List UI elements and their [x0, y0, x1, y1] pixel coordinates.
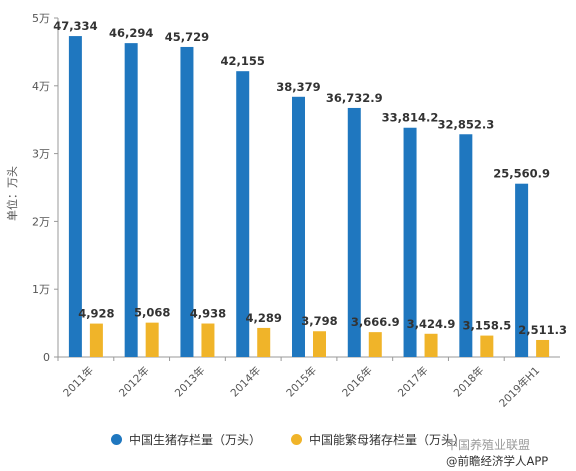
data-label-live-pigs-8: 25,560.9 — [493, 167, 550, 181]
bar-sows-5 — [368, 332, 382, 357]
data-label-sows-1: 5,068 — [134, 306, 170, 320]
data-label-live-pigs-0: 47,334 — [53, 19, 97, 33]
data-label-sows-2: 4,938 — [190, 307, 226, 321]
bar-sows-1 — [145, 322, 159, 357]
bar-live-pigs-3 — [236, 71, 250, 358]
data-label-sows-8: 2,511.3 — [518, 323, 567, 337]
data-label-live-pigs-3: 42,155 — [221, 54, 265, 68]
bar-live-pigs-0 — [68, 36, 82, 358]
x-tick-label: 2017年 — [395, 364, 431, 400]
data-label-sows-0: 4,928 — [78, 307, 114, 321]
bar-live-pigs-8 — [515, 183, 529, 357]
data-label-live-pigs-2: 45,729 — [165, 30, 209, 44]
data-label-sows-4: 3,798 — [301, 314, 337, 328]
data-label-sows-5: 3,666.9 — [351, 315, 400, 329]
watermark-line-2: @前瞻经济学人APP — [446, 454, 549, 468]
bars — [68, 36, 550, 358]
legend-label-series-2: 中国能繁母猪存栏量（万头） — [309, 432, 466, 447]
x-tick-label: 2016年 — [339, 364, 375, 400]
y-tick-label: 1万 — [32, 283, 50, 296]
legend-item-series-1: 中国生猪存栏量（万头） — [110, 430, 261, 448]
x-tick-label: 2018年 — [451, 364, 487, 400]
bar-sows-6 — [424, 333, 438, 357]
bar-sows-3 — [257, 327, 271, 357]
bar-live-pigs-4 — [292, 96, 305, 358]
bar-live-pigs-5 — [347, 107, 361, 358]
bar-live-pigs-6 — [403, 127, 417, 358]
bar-live-pigs-7 — [459, 134, 473, 357]
data-label-sows-6: 3,424.9 — [407, 317, 456, 331]
data-label-live-pigs-6: 33,814.2 — [382, 111, 439, 125]
data-label-live-pigs-5: 36,732.9 — [326, 91, 383, 105]
y-tick-label: 4万 — [32, 80, 50, 93]
legend: 中国生猪存栏量（万头） 中国能繁母猪存栏量（万头） — [0, 430, 576, 448]
x-tick-label: 2019年H1 — [496, 364, 542, 410]
y-tick-label: 5万 — [32, 12, 50, 25]
y-axis-label: 单位：万头 — [5, 166, 19, 221]
data-label-live-pigs-1: 46,294 — [109, 26, 153, 40]
x-tick-label: 2015年 — [284, 364, 320, 400]
bar-sows-7 — [480, 335, 494, 357]
x-tick-label: 2011年 — [60, 364, 96, 400]
y-tick-label: 3万 — [32, 148, 50, 161]
legend-label-series-1: 中国生猪存栏量（万头） — [128, 432, 261, 447]
bar-live-pigs-1 — [124, 43, 138, 357]
watermark-line-1: 中国养殖业联盟 — [446, 438, 531, 452]
data-label-live-pigs-7: 32,852.3 — [437, 117, 494, 131]
data-label-live-pigs-4: 38,379 — [276, 80, 320, 94]
y-tick-label: 0 — [43, 351, 50, 364]
data-label-sows-3: 4,289 — [246, 311, 282, 325]
y-tick-label: 2万 — [32, 215, 50, 228]
data-labels: 47,334 4,928 46,294 5,068 45,729 4,938 42,155 4… — [53, 19, 567, 337]
legend-swatch-series-2 — [291, 433, 302, 445]
legend-swatch-series-1 — [110, 433, 122, 445]
x-tick-label: 2014年 — [228, 364, 264, 400]
legend-item-series-2: 中国能繁母猪存栏量（万头） — [291, 430, 465, 448]
bar-live-pigs-2 — [180, 46, 194, 358]
bar-sows-8 — [536, 339, 550, 357]
bar-sows-4 — [313, 331, 326, 357]
bar-sows-2 — [201, 323, 215, 357]
x-tick-label: 2013年 — [172, 364, 208, 400]
bar-sows-0 — [89, 323, 103, 357]
data-label-sows-7: 3,158.5 — [462, 319, 511, 333]
x-tick-label: 2012年 — [116, 364, 152, 400]
